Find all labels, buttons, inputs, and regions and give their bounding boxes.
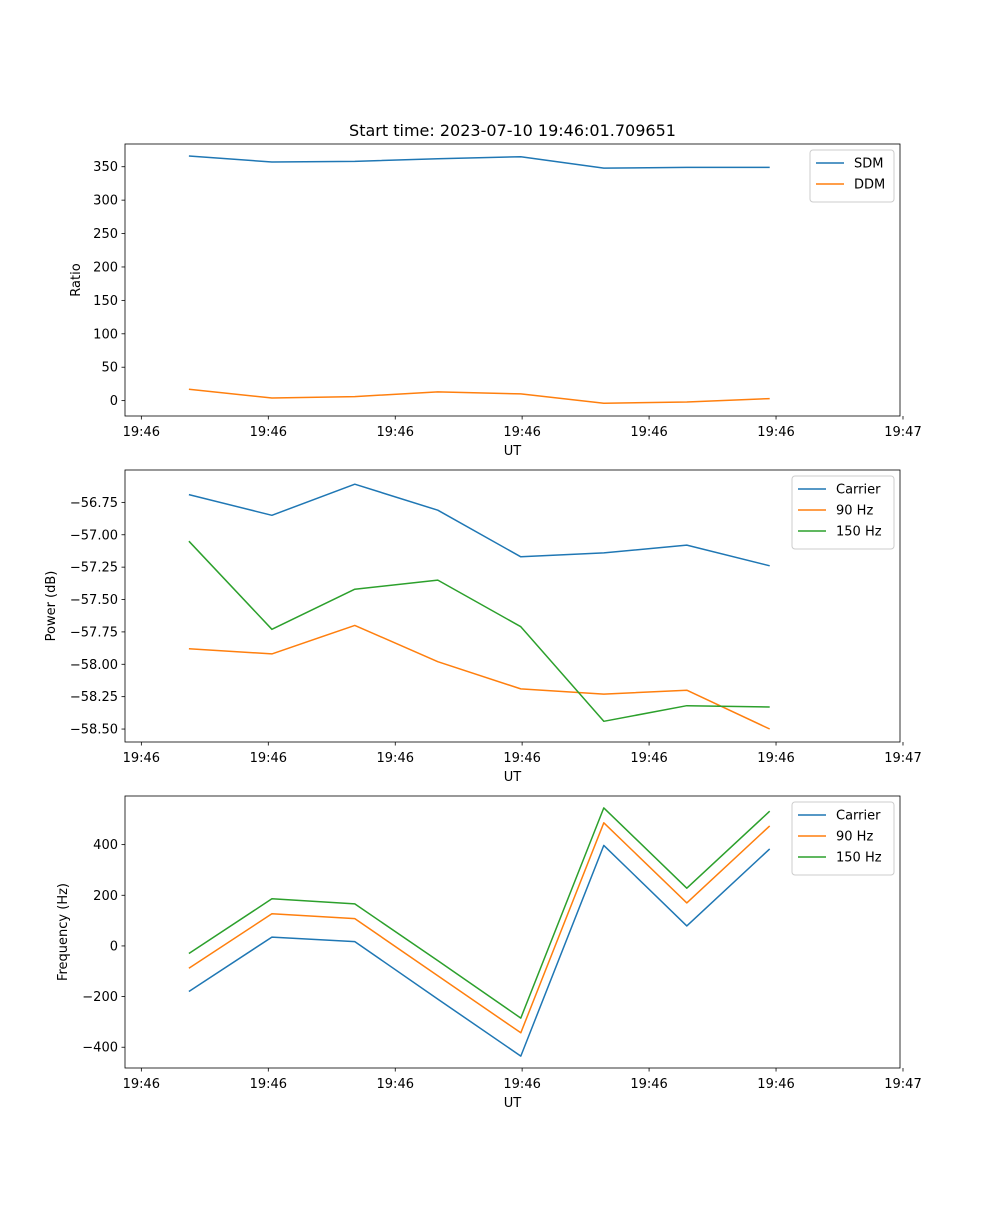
chart-title: Start time: 2023-07-10 19:46:01.709651 <box>349 121 676 140</box>
x-tick-label: 19:47 <box>884 425 921 440</box>
axes-frame <box>124 795 901 1069</box>
y-tick-label: 400 <box>93 838 118 853</box>
legend-label: Carrier <box>836 809 881 824</box>
x-tick-label: 19:47 <box>884 751 921 766</box>
series-line-ddm <box>188 388 770 405</box>
y-tick-label: −57.25 <box>70 561 118 576</box>
y-axis-label: Ratio <box>69 263 84 296</box>
y-tick-label: 200 <box>93 889 118 904</box>
y-tick-label: −400 <box>82 1041 118 1056</box>
y-tick-label: −57.00 <box>70 528 118 543</box>
y-tick-label: 350 <box>93 160 118 175</box>
y-tick-label: −57.50 <box>70 593 118 608</box>
legend-label: SDM <box>854 157 883 172</box>
x-tick-label: 19:46 <box>123 751 160 766</box>
x-tick-label: 19:46 <box>123 1077 160 1092</box>
series-line-90-hz <box>188 624 771 730</box>
axes-frame <box>124 143 901 417</box>
series-line-150-hz <box>188 807 771 1019</box>
x-tick-label: 19:46 <box>503 1077 540 1092</box>
series-line-90-hz <box>188 822 771 1034</box>
x-axis-label: UT <box>504 770 522 785</box>
y-tick-label: −57.75 <box>70 625 118 640</box>
series-line-sdm <box>188 155 770 169</box>
x-tick-label: 19:47 <box>884 1077 921 1092</box>
x-tick-label: 19:46 <box>757 1077 794 1092</box>
series-line-carrier <box>188 483 770 567</box>
x-tick-label: 19:46 <box>250 425 287 440</box>
y-tick-label: −56.75 <box>70 496 118 511</box>
legend-label: 90 Hz <box>836 504 873 519</box>
x-tick-label: 19:46 <box>377 1077 414 1092</box>
legend-label: DDM <box>854 178 885 193</box>
y-tick-label: −58.00 <box>70 658 118 673</box>
x-tick-label: 19:46 <box>250 1077 287 1092</box>
x-tick-label: 19:46 <box>757 751 794 766</box>
y-axis-label: Power (dB) <box>44 571 59 642</box>
x-tick-label: 19:46 <box>757 425 794 440</box>
x-tick-label: 19:46 <box>250 751 287 766</box>
legend-label: 150 Hz <box>836 525 882 540</box>
x-tick-label: 19:46 <box>503 751 540 766</box>
x-tick-label: 19:46 <box>503 425 540 440</box>
y-tick-label: 100 <box>93 327 118 342</box>
series-line-carrier <box>188 844 771 1057</box>
y-tick-label: 0 <box>110 939 118 954</box>
x-tick-label: 19:46 <box>630 1077 667 1092</box>
legend-label: Carrier <box>836 483 881 498</box>
axes-frame <box>124 469 901 743</box>
y-tick-label: −200 <box>82 990 118 1005</box>
ratio-panel: 19:46 19:46 19:46 19:46 19:46 19:46 19:47 0 50 10… <box>69 143 922 459</box>
x-tick-label: 19:46 <box>630 425 667 440</box>
legend-label: 90 Hz <box>836 830 873 845</box>
power-panel: 19:46 19:46 19:46 19:46 19:46 19:46 19:47 −56.7… <box>44 469 922 785</box>
x-tick-label: 19:46 <box>123 425 160 440</box>
series-line-150-hz <box>188 540 770 723</box>
y-tick-label: 300 <box>93 194 118 209</box>
x-tick-label: 19:46 <box>630 751 667 766</box>
y-tick-label: −58.50 <box>70 723 118 738</box>
y-tick-label: 200 <box>93 260 118 275</box>
y-tick-label: −58.25 <box>70 690 118 705</box>
legend-label: 150 Hz <box>836 851 882 866</box>
x-tick-label: 19:46 <box>377 425 414 440</box>
x-tick-label: 19:46 <box>377 751 414 766</box>
y-tick-label: 250 <box>93 227 118 242</box>
y-axis-label: Frequency (Hz) <box>56 883 71 981</box>
y-tick-label: 150 <box>93 294 118 309</box>
x-axis-label: UT <box>504 1096 522 1111</box>
frequency-panel: 19:46 19:46 19:46 19:46 19:46 19:46 19:47 −400 −… <box>56 795 922 1111</box>
x-axis-label: UT <box>504 444 522 459</box>
y-tick-label: 50 <box>101 361 118 376</box>
y-tick-label: 0 <box>110 394 118 409</box>
